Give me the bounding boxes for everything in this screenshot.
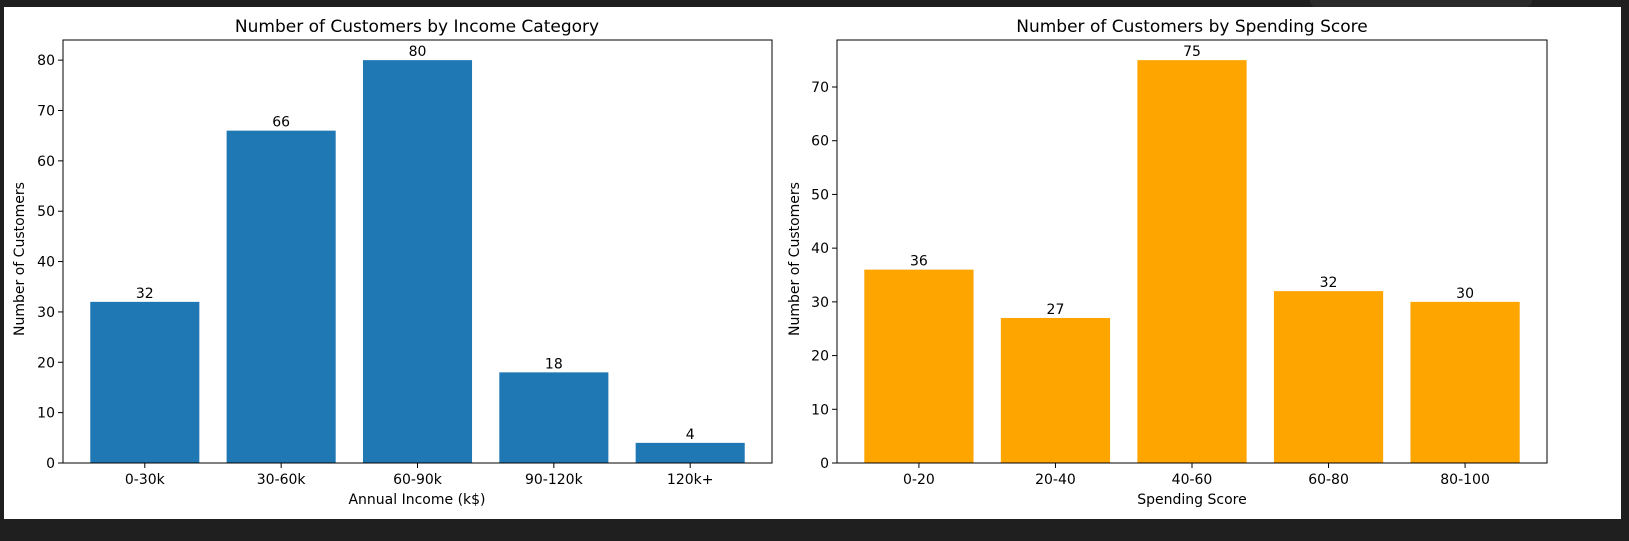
y-tick-label: 10 [811, 402, 829, 418]
x-tick-label: 90-120k [525, 472, 584, 488]
bar-value-label: 66 [272, 115, 290, 131]
bar-value-label: 4 [686, 427, 695, 443]
y-tick-label: 60 [37, 154, 55, 170]
chart-title: Number of Customers by Income Category [235, 17, 599, 37]
chart-figure: Number of Customers by Income Category A… [4, 7, 1621, 519]
bar-value-label: 80 [409, 44, 427, 60]
y-tick-label: 30 [811, 295, 829, 311]
bar-value-label: 27 [1047, 302, 1065, 318]
plot-frame [62, 39, 773, 464]
y-tick-label: 40 [811, 241, 829, 257]
bar [1410, 301, 1520, 463]
bar [864, 269, 974, 463]
y-tick-label: 20 [37, 355, 55, 371]
window-scrollbar[interactable] [1310, 0, 1532, 7]
x-axis-label: Spending Score [1137, 492, 1246, 508]
x-tick-label: 60-90k [393, 472, 443, 488]
y-tick-label: 0 [820, 456, 829, 472]
y-tick-label: 80 [37, 53, 55, 69]
y-tick-label: 40 [37, 255, 55, 271]
bar-value-label: 32 [136, 286, 154, 302]
bar-value-label: 36 [910, 254, 928, 270]
x-tick-label: 80-100 [1440, 472, 1490, 488]
x-tick-label: 0-20 [903, 472, 935, 488]
plot-frame [836, 39, 1548, 464]
bar [1000, 317, 1111, 463]
bar [226, 130, 336, 463]
bar [1137, 60, 1247, 464]
income-chart-panel: Number of Customers by Income Category A… [12, 17, 773, 508]
bar-value-label: 30 [1456, 286, 1474, 302]
y-tick-label: 30 [37, 305, 55, 321]
x-tick-label: 20-40 [1035, 472, 1076, 488]
bar-value-label: 18 [545, 356, 563, 372]
chart-title: Number of Customers by Spending Score [1016, 17, 1368, 37]
y-tick-label: 60 [811, 134, 829, 150]
y-tick-label: 70 [37, 104, 55, 120]
x-tick-label: 40-60 [1172, 472, 1213, 488]
x-tick-label: 30-60k [257, 472, 307, 488]
y-axis-label: Number of Customers [787, 182, 803, 336]
x-tick-label: 120k+ [667, 472, 714, 488]
y-tick-label: 50 [811, 187, 829, 203]
bar-value-label: 32 [1320, 275, 1338, 291]
chart-canvas: Number of Customers by Income Category A… [12, 17, 1548, 508]
y-tick-label: 50 [37, 204, 55, 220]
y-tick-label: 10 [37, 406, 55, 422]
y-tick-label: 70 [811, 80, 829, 96]
bar [1273, 291, 1384, 463]
y-axis-label: Number of Customers [12, 182, 28, 336]
bar [90, 301, 200, 463]
bar [635, 442, 745, 463]
y-tick-label: 0 [46, 456, 55, 472]
y-tick-label: 20 [811, 349, 829, 365]
bar [362, 60, 473, 464]
x-tick-label: 60-80 [1308, 472, 1349, 488]
bar-value-label: 75 [1183, 44, 1201, 60]
x-axis-label: Annual Income (k$) [348, 492, 485, 508]
x-tick-label: 0-30k [125, 472, 166, 488]
spending-chart-panel: Number of Customers by Spending Score Sp… [787, 17, 1548, 508]
bar [499, 372, 609, 463]
